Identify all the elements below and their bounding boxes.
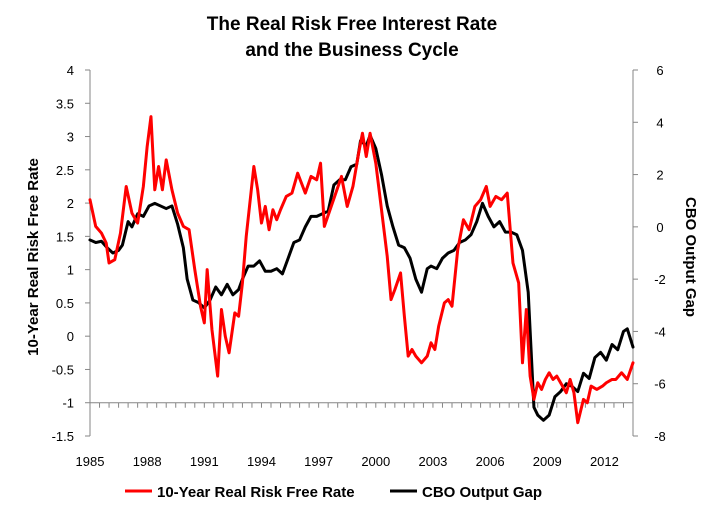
chart-title-line-1: The Real Risk Free Interest Rate <box>207 14 497 35</box>
x-tick-label: 2009 <box>533 454 562 469</box>
legend: 10-Year Real Risk Free Rate CBO Output G… <box>125 484 542 501</box>
y-tick-label-left: 4 <box>67 63 74 78</box>
y-tick-label-left: 2.5 <box>56 163 74 178</box>
x-tick-label: 2003 <box>418 454 447 469</box>
chart-title-line-2: and the Business Cycle <box>245 40 458 61</box>
y-tick-label-right: 0 <box>656 220 663 235</box>
y-tick-label-left: -0.5 <box>52 362 74 377</box>
x-tick-label: 1994 <box>247 454 276 469</box>
y-tick-label-right: 2 <box>656 168 663 183</box>
series-line-real-rate <box>88 115 635 425</box>
y-tick-label-left: 1 <box>67 263 74 278</box>
y-tick-label-left: -1.5 <box>52 429 74 444</box>
x-tick-label: 1985 <box>76 454 105 469</box>
y-tick-label-right: -2 <box>654 272 666 287</box>
chart-title-group: The Real Risk Free Interest Rate and the… <box>207 14 497 61</box>
legend-label-real-rate: 10-Year Real Risk Free Rate <box>157 484 355 501</box>
x-tick-label: 1991 <box>190 454 219 469</box>
x-tick-label: 2012 <box>590 454 619 469</box>
y-tick-label-left: 0.5 <box>56 296 74 311</box>
y-tick-label-left: 0 <box>67 329 74 344</box>
x-tick-label: 1997 <box>304 454 333 469</box>
y-tick-label-left: 3.5 <box>56 96 74 111</box>
y-tick-label-left: 2 <box>67 196 74 211</box>
y-tick-label-left: 3 <box>67 130 74 145</box>
y-axis-left-title: 10-Year Real Risk Free Rate <box>25 158 42 356</box>
y-tick-label-right: -6 <box>654 377 666 392</box>
y-tick-label-right: 6 <box>656 63 663 78</box>
legend-label-output-gap: CBO Output Gap <box>422 484 542 501</box>
y-axis-right-title: CBO Output Gap <box>682 197 699 317</box>
x-tick-label: 2006 <box>476 454 505 469</box>
y-tick-label-right: 4 <box>656 115 663 130</box>
x-tick-label: 1988 <box>133 454 162 469</box>
plot-area: 4 3.5 3 2.5 2 1.5 1 0.5 0 -0.5 -1 -1.5 6 4 2 0 -2 -4 -6 -8 1… <box>52 63 666 469</box>
y-tick-label-left: -1 <box>62 396 74 411</box>
y-tick-label-right: -4 <box>654 324 666 339</box>
y-tick-label-right: -8 <box>654 429 666 444</box>
x-tick-label: 2000 <box>361 454 390 469</box>
y-tick-label-left: 1.5 <box>56 229 74 244</box>
